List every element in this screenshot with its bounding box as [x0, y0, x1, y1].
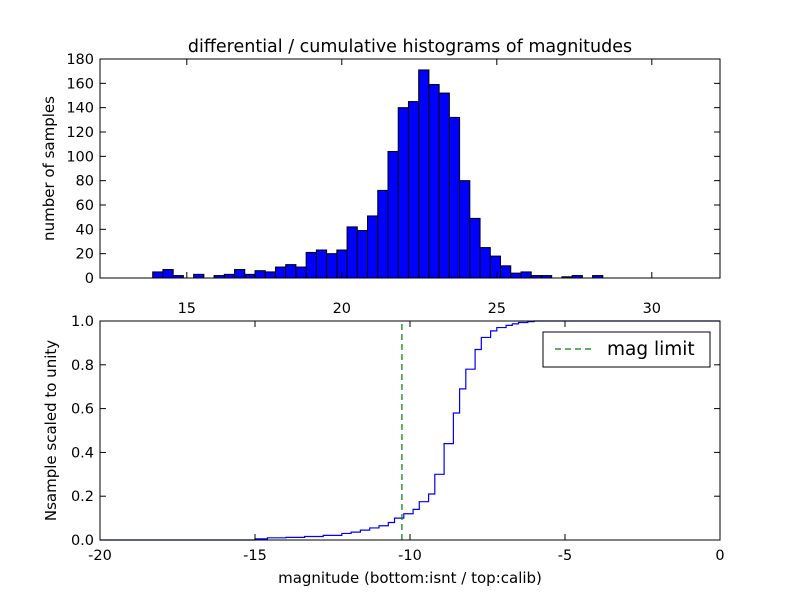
histogram-x-tick-label: 20: [333, 301, 351, 317]
histogram-bar: [367, 215, 379, 279]
histogram-bar: [244, 273, 256, 279]
cumulative-y-axis-label: Nsample scaled to unity: [42, 340, 60, 521]
histogram-y-tick-label: 140: [66, 101, 94, 117]
histogram-bar: [438, 92, 450, 279]
histogram-bar: [428, 84, 440, 279]
histogram-bar: [479, 247, 491, 279]
histogram-y-tick-label: 100: [66, 149, 94, 165]
histogram-bar: [295, 266, 307, 279]
histogram-bar: [234, 268, 246, 279]
histogram-y-tick-label: 180: [66, 52, 94, 68]
histogram-bar: [387, 150, 399, 279]
histogram-bar: [356, 230, 369, 279]
cumulative-y-tick-label: 0.0: [71, 533, 94, 549]
histogram-bar: [162, 268, 174, 279]
cumulative-x-tick-label: -5: [558, 548, 572, 564]
histogram-y-tick-label: 120: [66, 125, 94, 141]
histogram-bar: [510, 272, 522, 279]
histogram-bar: [489, 255, 502, 279]
histogram-y-tick-label: 80: [76, 174, 94, 190]
cumulative-x-axis-label: magnitude (bottom:isnt / top:calib): [278, 569, 542, 587]
histogram-frame: [99, 58, 721, 279]
chart-title: differential / cumulative histograms of …: [188, 37, 632, 57]
histogram-y-tick-label: 60: [76, 198, 94, 214]
histogram-bar: [448, 116, 461, 279]
cumulative-y-tick-label: 0.4: [71, 445, 94, 461]
histogram-x-tick-label: 15: [178, 301, 196, 317]
histogram-bar: [346, 226, 358, 279]
histogram-bar: [264, 271, 276, 279]
histogram-bar: [223, 273, 236, 279]
histogram-bar: [520, 271, 532, 279]
histogram-bar: [397, 107, 409, 279]
histogram-bar: [326, 253, 338, 279]
cumulative-y-tick-label: 0.8: [71, 358, 94, 374]
histogram-bar: [274, 266, 287, 279]
cumulative-x-tick-label: -15: [243, 548, 267, 564]
cumulative-y-tick-label: 0.2: [71, 489, 94, 505]
histogram-y-axis-label: number of samples: [40, 96, 58, 241]
cumulative-chart: 0.0 0.2 0.4 0.6 0.8 1.0 -20 -15 -10 -5 0 magnitude …: [42, 314, 725, 587]
histogram-bar: [254, 270, 266, 279]
legend-label: mag limit: [607, 339, 695, 360]
histogram-bar: [285, 264, 297, 279]
histogram-bar: [193, 273, 205, 279]
cumulative-y-tick-label: 0.6: [71, 402, 94, 418]
histogram-y-tick-label: 20: [76, 247, 94, 263]
histogram-bar: [418, 69, 430, 279]
cumulative-x-tick-label: 0: [715, 548, 724, 564]
histogram-bar: [305, 251, 317, 279]
histogram-x-tick-label: 25: [488, 301, 506, 317]
histogram-x-tick-label: 30: [643, 301, 661, 317]
histogram-y-tick-label: 0: [85, 271, 94, 287]
histogram-bar: [469, 217, 481, 279]
histogram-bar: [315, 249, 328, 279]
cumulative-y-tick-label: 1.0: [71, 314, 94, 330]
histogram-bar: [152, 271, 164, 279]
histogram-bar: [459, 180, 471, 279]
histogram-y-tick-label: 160: [66, 76, 94, 92]
cumulative-x-tick-label: -10: [398, 548, 422, 564]
cumulative-x-tick-label: -20: [88, 548, 112, 564]
histogram-bar: [500, 265, 512, 279]
cumulative-step-line: [100, 320, 720, 541]
legend: mag limit: [542, 331, 711, 368]
histogram-bar: [377, 189, 389, 279]
histogram-y-tick-label: 40: [76, 222, 94, 238]
histogram-bar: [407, 101, 420, 279]
histogram-chart: 0 20 40 60 80 100 120 140 160 180 15 20 25 30 differen…: [40, 37, 721, 317]
